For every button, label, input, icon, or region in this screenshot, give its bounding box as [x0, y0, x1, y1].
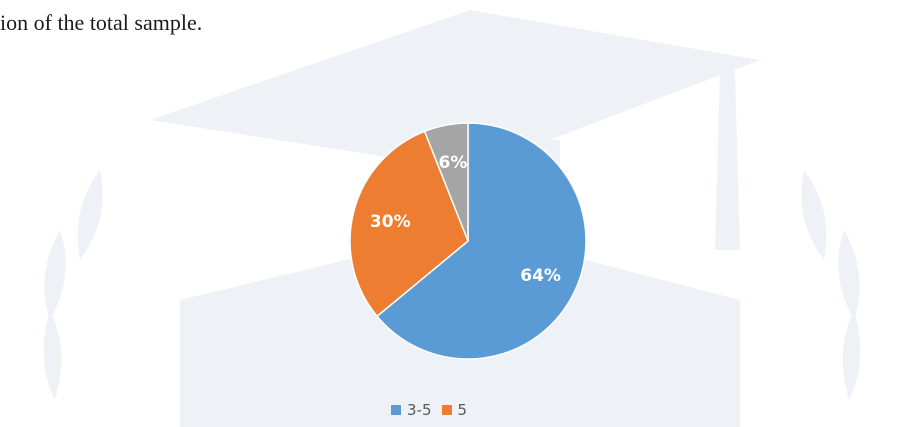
- legend-entry-2: 5: [441, 401, 468, 419]
- legend-label: 3-5: [407, 401, 432, 419]
- pie-slice-label-2: 30%: [370, 212, 411, 232]
- pie-slices: [349, 122, 587, 360]
- intro-text: ion of the total sample.: [0, 10, 203, 35]
- legend-label: 5: [457, 401, 468, 419]
- chart-legend: 3-5 5: [391, 401, 467, 419]
- pie-slice-label-3: 6%: [439, 153, 468, 173]
- legend-swatch: [441, 405, 452, 415]
- pie-slice-label-1: 64%: [520, 266, 561, 286]
- pie-slice-3: [423, 122, 469, 242]
- pie-slice-2: [349, 130, 469, 318]
- legend-entry-1: 3-5: [391, 401, 432, 419]
- legend-swatch: [391, 405, 401, 415]
- pie-slice-1: [376, 122, 587, 360]
- pie-slice-labels: 64% 30% 6%: [370, 153, 561, 286]
